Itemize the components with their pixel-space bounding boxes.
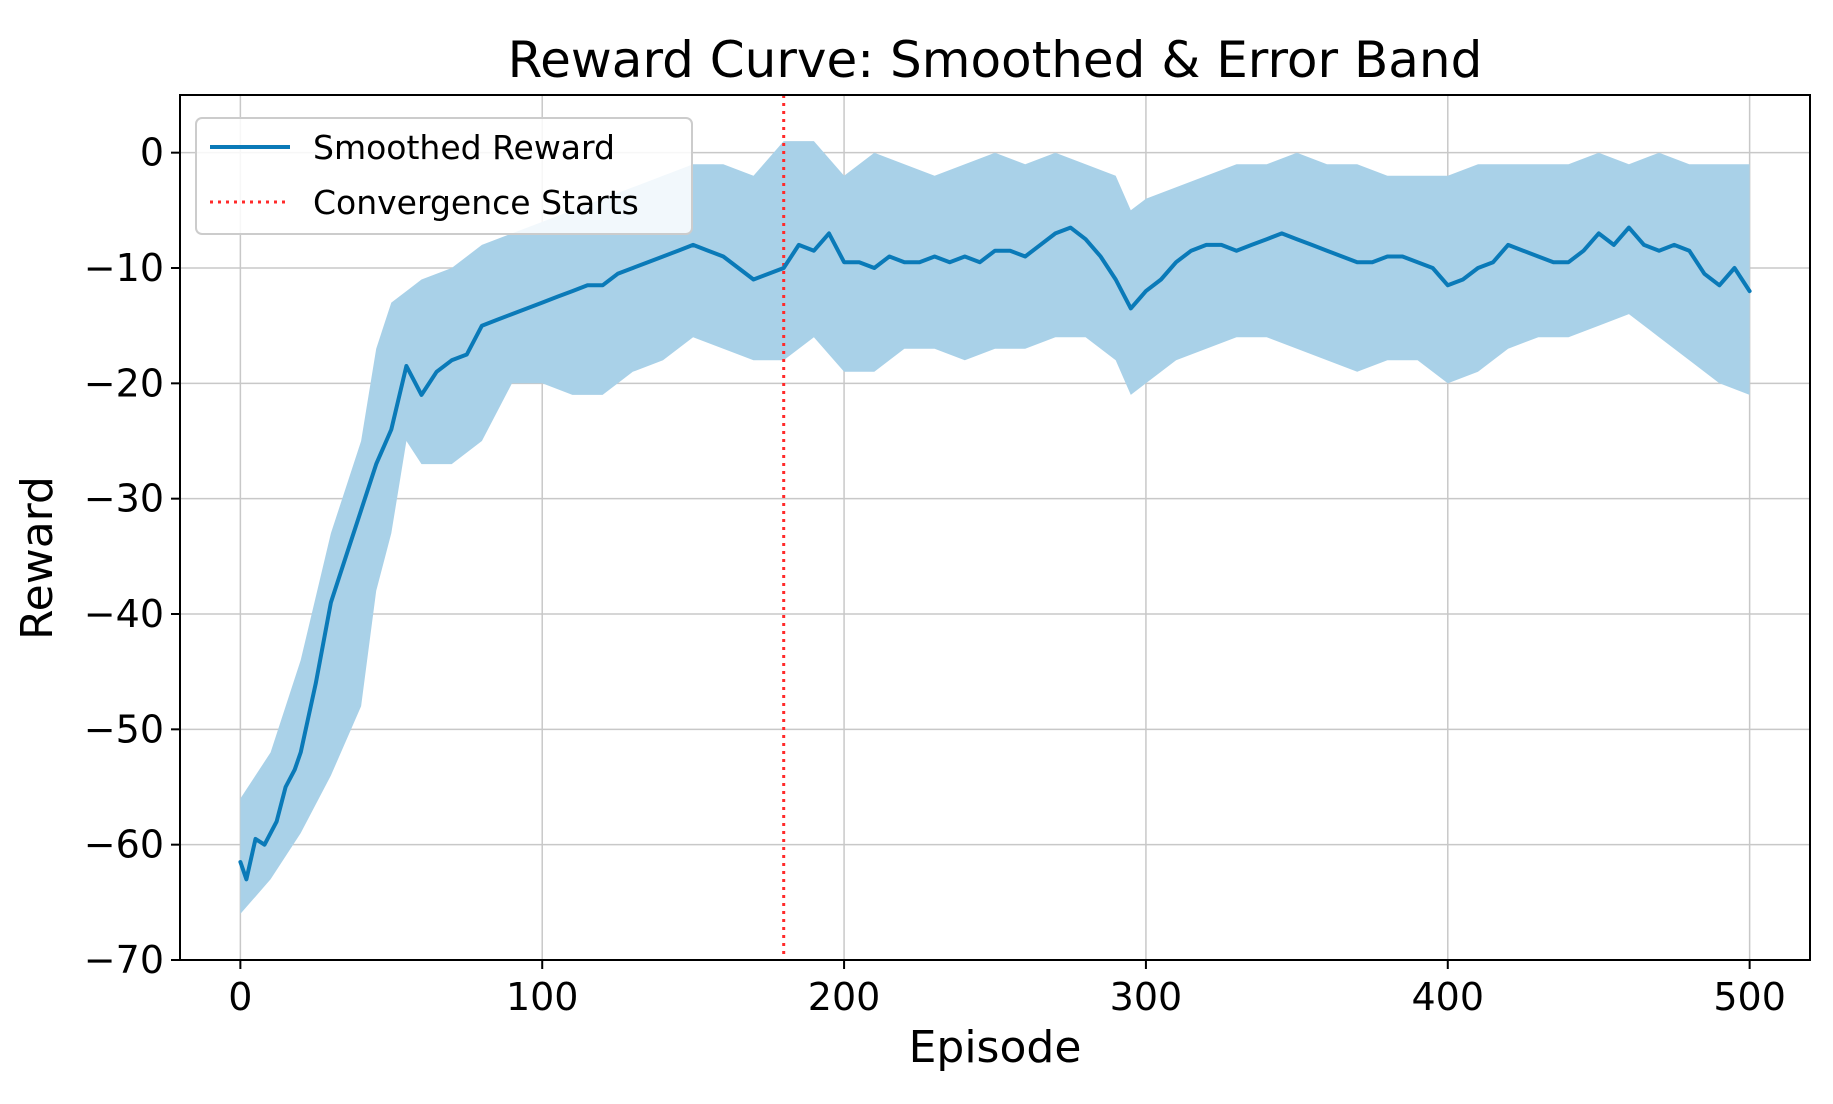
smoothed-reward-layer (238, 225, 1752, 882)
y-tick-label: −60 (84, 823, 164, 867)
y-tick-label: −40 (84, 592, 164, 636)
chart-title: Reward Curve: Smoothed & Error Band (508, 31, 1483, 89)
legend: Smoothed Reward Convergence Starts (195, 117, 693, 235)
x-tick-label: 300 (1110, 975, 1183, 1019)
x-tick-label: 0 (228, 975, 252, 1019)
plot-frame (179, 94, 1811, 961)
x-tick-label: 400 (1412, 975, 1485, 1019)
error-band (240, 141, 1750, 914)
legend-label-convergence-starts: Convergence Starts (313, 183, 639, 222)
smoothed-reward-line (238, 225, 1752, 882)
legend-box (195, 117, 693, 235)
y-tick-label: −10 (84, 246, 164, 290)
x-tick-label: 200 (808, 975, 881, 1019)
axis-ticks: 0 100 200 300 400 500 0 −10 −20 −30 −40 −50 −60 −70 (84, 131, 1786, 1019)
y-tick-label: 0 (140, 131, 164, 175)
y-tick-label: −70 (84, 938, 164, 982)
x-axis-label: Episode (909, 1022, 1082, 1073)
y-axis-label: Reward (12, 476, 63, 640)
legend-label-smoothed-reward: Smoothed Reward (313, 128, 615, 167)
y-tick-label: −30 (84, 477, 164, 521)
y-tick-label: −20 (84, 361, 164, 405)
error-band-layer (240, 141, 1750, 914)
y-tick-label: −50 (84, 707, 164, 751)
x-tick-label: 500 (1713, 975, 1786, 1019)
x-tick-label: 100 (506, 975, 579, 1019)
